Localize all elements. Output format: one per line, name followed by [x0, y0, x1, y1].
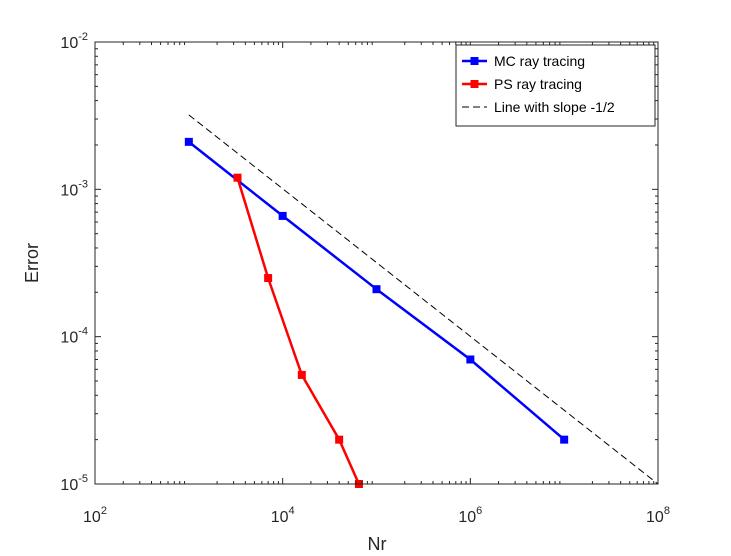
series-1-point — [466, 355, 475, 364]
legend-box — [455, 44, 656, 127]
plot-frame — [94, 41, 659, 485]
y-axis-label: Error — [22, 243, 42, 283]
axis-ticks: 102 104 106 108 10-5 10-4 10-3 10-2 — [60, 31, 670, 526]
series-1-point — [560, 435, 569, 444]
x-axis-label: Nr — [368, 534, 387, 554]
y-tick-label: 10-3 — [60, 178, 88, 199]
series-1-point — [278, 211, 287, 220]
series-2-point — [297, 370, 306, 379]
series-line-3 — [188, 114, 659, 485]
series-1-point — [184, 137, 193, 146]
series-1-point — [372, 285, 381, 294]
x-tick-label: 102 — [83, 505, 107, 526]
x-tick-label: 108 — [646, 505, 670, 526]
series-2-point — [233, 173, 242, 182]
legend-label: PS ray tracing — [494, 76, 582, 92]
series-2-point — [264, 274, 273, 283]
y-tick-label: 10-4 — [60, 326, 88, 347]
legend-label: Line with slope -1/2 — [494, 99, 615, 115]
y-tick-label: 10-2 — [60, 31, 88, 52]
y-tick-label: 10-5 — [60, 473, 88, 494]
series-2-point — [335, 435, 344, 444]
legend-marker — [470, 57, 479, 65]
legend-marker — [470, 80, 479, 88]
x-tick-label: 104 — [271, 505, 295, 526]
legend-label: MC ray tracing — [494, 53, 585, 69]
legend: MC ray tracing PS ray tracing Line with sl… — [455, 44, 656, 127]
x-tick-label: 106 — [458, 505, 482, 526]
